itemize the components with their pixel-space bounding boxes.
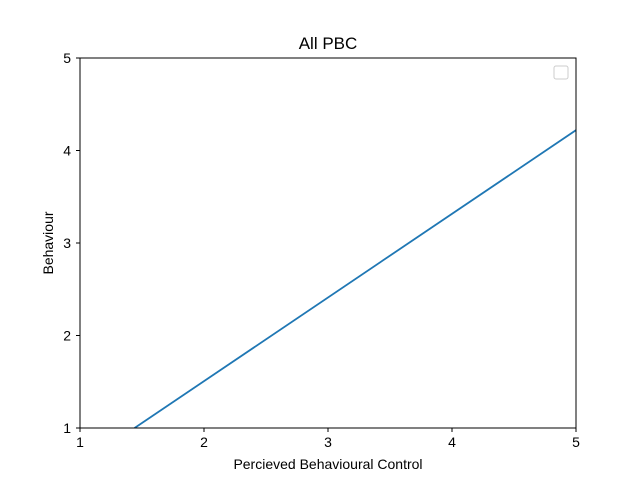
y-tick-label: 3 xyxy=(63,235,71,251)
x-axis-label: Percieved Behavioural Control xyxy=(233,456,422,472)
legend-box xyxy=(553,65,569,80)
x-tick-label: 5 xyxy=(572,434,580,450)
y-tick-label: 5 xyxy=(63,50,71,66)
y-tick-label: 4 xyxy=(63,143,71,159)
x-tick-label: 2 xyxy=(200,434,208,450)
x-tick-label: 4 xyxy=(448,434,456,450)
x-tick-label: 1 xyxy=(76,434,84,450)
chart-title: All PBC xyxy=(299,34,358,53)
y-tick-label: 1 xyxy=(63,420,71,436)
x-tick-label: 3 xyxy=(324,434,332,450)
series-line-1 xyxy=(134,129,576,428)
y-tick-label: 2 xyxy=(63,328,71,344)
y-axis-label: Behaviour xyxy=(40,211,56,274)
